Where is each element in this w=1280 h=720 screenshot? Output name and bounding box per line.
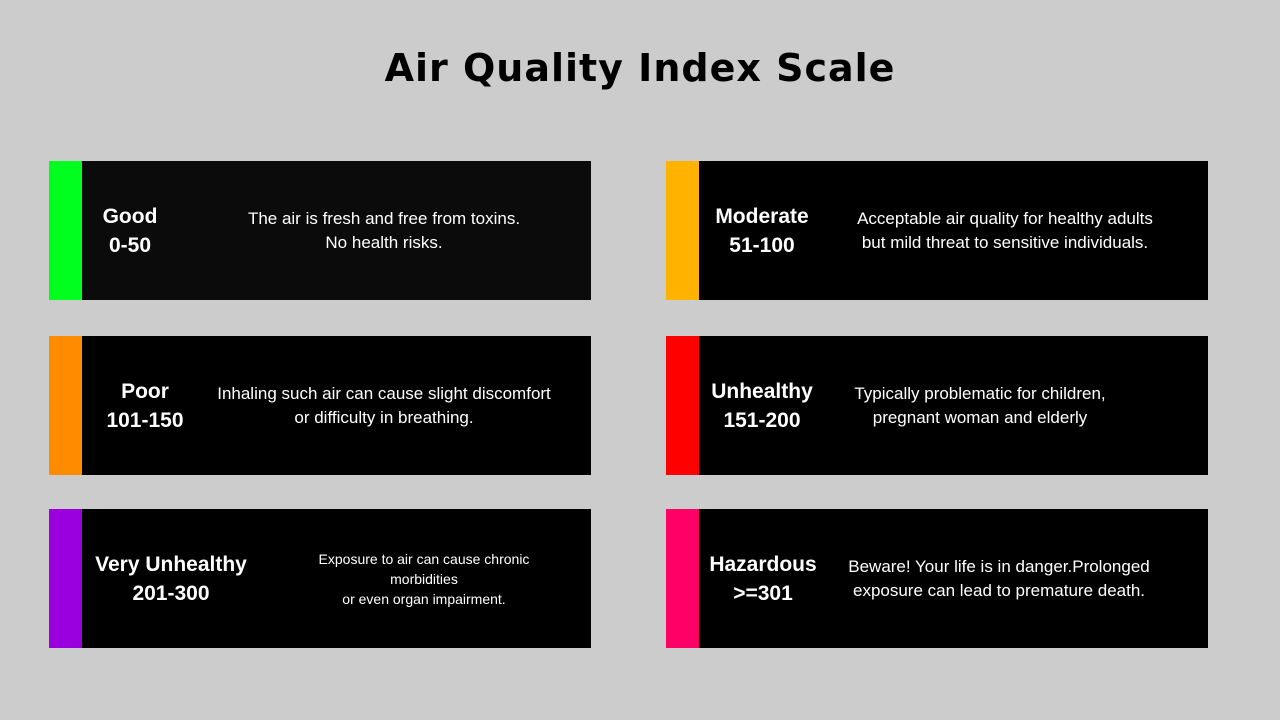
color-stripe-hazardous bbox=[666, 509, 699, 648]
level-range: >=301 bbox=[733, 581, 793, 605]
description-line: exposure can lead to premature death. bbox=[852, 580, 1146, 600]
color-stripe-moderate bbox=[666, 161, 699, 300]
level-description-good: The air is fresh and free from toxins. N… bbox=[178, 207, 590, 255]
aqi-card-moderate: Moderate 51-100 Acceptable air quality f… bbox=[666, 161, 1208, 300]
description-line: Inhaling such air can cause slight disco… bbox=[217, 383, 551, 403]
color-stripe-poor bbox=[49, 336, 82, 475]
level-description-poor: Inhaling such air can cause slight disco… bbox=[208, 382, 560, 430]
aqi-card-very-unhealthy: Very Unhealthy 201-300 Exposure to air c… bbox=[49, 509, 591, 648]
color-stripe-very-unhealthy bbox=[49, 509, 82, 648]
level-label-very-unhealthy: Very Unhealthy 201-300 bbox=[82, 550, 260, 608]
level-label-unhealthy: Unhealthy 151-200 bbox=[699, 377, 825, 435]
level-name: Hazardous bbox=[709, 552, 817, 576]
level-range: 101-150 bbox=[106, 408, 184, 432]
description-line: Exposure to air can cause chronic bbox=[318, 550, 530, 567]
level-label-moderate: Moderate 51-100 bbox=[699, 202, 825, 260]
description-line: Beware! Your life is in danger.Prolonged bbox=[848, 556, 1150, 576]
level-name: Good bbox=[102, 204, 158, 228]
level-description-hazardous: Beware! Your life is in danger.Prolonged… bbox=[827, 555, 1171, 603]
description-line: The air is fresh and free from toxins. bbox=[247, 208, 521, 228]
level-name: Moderate bbox=[715, 204, 809, 228]
level-name: Very Unhealthy bbox=[95, 552, 247, 576]
description-line: or even organ impairment. bbox=[342, 590, 506, 607]
aqi-card-poor: Poor 101-150 Inhaling such air can cause… bbox=[49, 336, 591, 475]
level-label-good: Good 0-50 bbox=[82, 202, 178, 260]
aqi-card-unhealthy: Unhealthy 151-200 Typically problematic … bbox=[666, 336, 1208, 475]
level-description-moderate: Acceptable air quality for healthy adult… bbox=[825, 207, 1185, 255]
level-range: 0-50 bbox=[108, 233, 152, 257]
level-label-hazardous: Hazardous >=301 bbox=[699, 550, 827, 608]
aqi-card-good: Good 0-50 The air is fresh and free from… bbox=[49, 161, 591, 300]
description-line: Typically problematic for children, bbox=[854, 383, 1106, 403]
description-line: morbidities bbox=[390, 570, 458, 587]
level-name: Unhealthy bbox=[711, 379, 813, 403]
description-line: pregnant woman and elderly bbox=[872, 407, 1088, 427]
description-line: but mild threat to sensitive individuals… bbox=[861, 232, 1149, 252]
level-range: 151-200 bbox=[723, 408, 801, 432]
aqi-card-hazardous: Hazardous >=301 Beware! Your life is in … bbox=[666, 509, 1208, 648]
description-line: No health risks. bbox=[325, 232, 443, 252]
level-description-very-unhealthy: Exposure to air can cause chronic morbid… bbox=[260, 549, 588, 609]
level-range: 51-100 bbox=[729, 233, 795, 257]
description-line: Acceptable air quality for healthy adult… bbox=[857, 208, 1153, 228]
level-description-unhealthy: Typically problematic for children, preg… bbox=[825, 382, 1135, 430]
description-line: or difficulty in breathing. bbox=[294, 407, 474, 427]
color-stripe-unhealthy bbox=[666, 336, 699, 475]
color-stripe-good bbox=[49, 161, 82, 300]
level-label-poor: Poor 101-150 bbox=[82, 377, 208, 435]
level-name: Poor bbox=[121, 379, 169, 403]
level-range: 201-300 bbox=[132, 581, 210, 605]
page-title: Air Quality Index Scale bbox=[384, 46, 896, 90]
